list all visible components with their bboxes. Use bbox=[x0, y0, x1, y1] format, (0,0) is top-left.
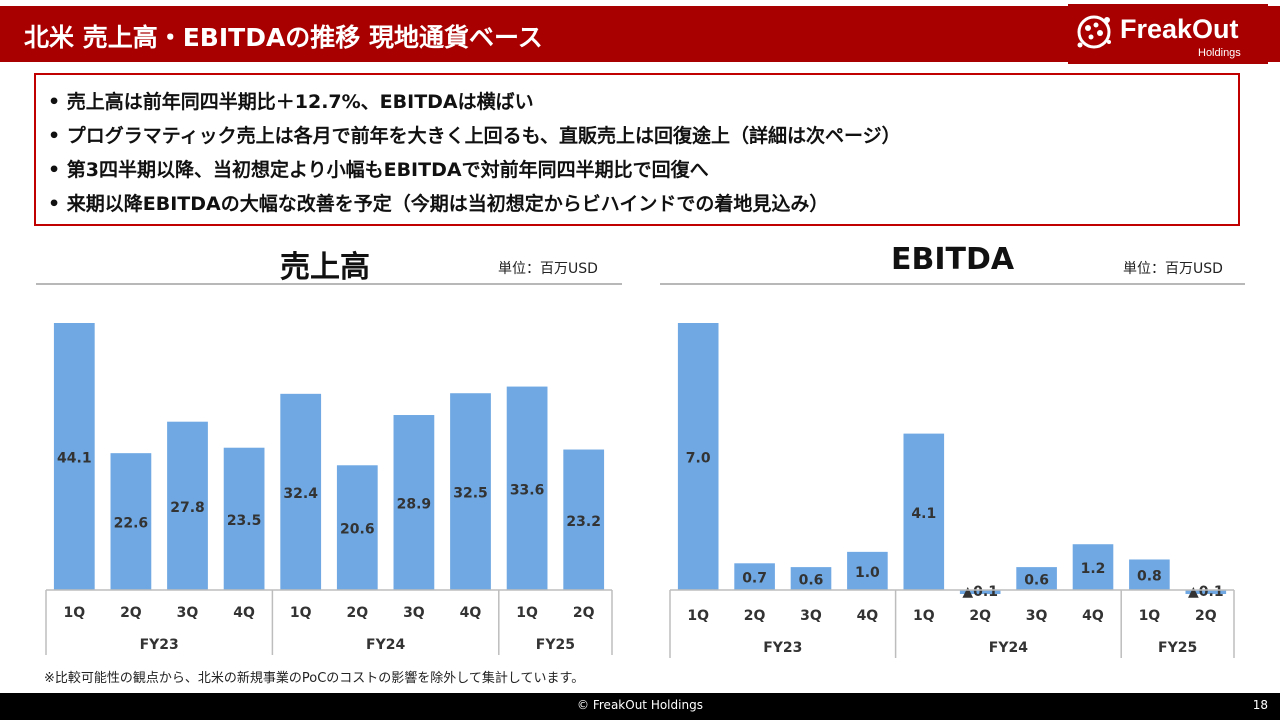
header-bar: 北米 売上高・EBITDAの推移 現地通貨ベース FreakOut Holdin… bbox=[0, 0, 1280, 66]
summary-bullet: • 第3四半期以降、当初想定より小幅もEBITDAで対前年同四半期比で回復へ bbox=[48, 159, 709, 181]
bar bbox=[336, 465, 378, 590]
sales-bar-chart: 44.1 1Q 22.6 2Q 27.8 3Q 23.5 4Q 32.4 1Q 20.6 2Q 28.9… bbox=[45, 323, 613, 655]
bar bbox=[110, 453, 152, 590]
group-label: FY24 bbox=[366, 637, 405, 653]
bar bbox=[53, 323, 95, 590]
bar bbox=[734, 563, 775, 590]
x-tick-label: 4Q bbox=[857, 608, 879, 624]
page-title: 北米 売上高・EBITDAの推移 現地通貨ベース bbox=[24, 23, 543, 52]
x-tick-label: 1Q bbox=[1139, 608, 1161, 624]
data-label: 1.0 bbox=[855, 565, 880, 581]
x-tick-label: 2Q bbox=[1195, 608, 1217, 624]
data-label: 4.1 bbox=[911, 506, 936, 522]
copyright-text: © FreakOut Holdings bbox=[577, 698, 703, 712]
ebitda-title-rule bbox=[660, 283, 1245, 285]
data-label: 23.2 bbox=[566, 514, 601, 530]
data-label: 0.8 bbox=[1137, 569, 1162, 585]
x-tick-label: 2Q bbox=[744, 608, 766, 624]
bar bbox=[1129, 559, 1170, 590]
sales-chart-title: 売上高 bbox=[280, 250, 370, 285]
x-tick-label: 4Q bbox=[233, 605, 255, 621]
bar bbox=[450, 393, 491, 590]
x-tick-label: 1Q bbox=[290, 605, 312, 621]
group-label: FY23 bbox=[763, 640, 802, 656]
data-label: 0.7 bbox=[742, 571, 767, 587]
data-label: 32.4 bbox=[283, 486, 318, 502]
x-tick-label: 2Q bbox=[346, 605, 368, 621]
logo-subtitle: Holdings bbox=[1198, 47, 1241, 59]
group-label: FY24 bbox=[989, 640, 1028, 656]
data-label: 28.9 bbox=[397, 497, 432, 513]
data-label: ▲0.1 bbox=[962, 584, 998, 600]
logo-mark-icon bbox=[1077, 15, 1111, 49]
data-label: 23.5 bbox=[227, 513, 262, 529]
bar bbox=[677, 323, 719, 590]
bar bbox=[790, 567, 832, 590]
data-label: 0.6 bbox=[1024, 573, 1049, 589]
bar bbox=[223, 447, 265, 590]
data-label: 1.2 bbox=[1081, 561, 1106, 577]
x-tick-label: 2Q bbox=[573, 605, 595, 621]
data-label: 7.0 bbox=[686, 451, 711, 467]
footnote: ※比較可能性の観点から、北米の新規事業のPoCのコストの影響を除外して集計してい… bbox=[44, 671, 585, 686]
bar bbox=[167, 421, 208, 590]
summary-bullet: • 来期以降EBITDAの大幅な改善を予定（今期は当初想定からビハインドでの着地… bbox=[48, 193, 829, 215]
x-tick-label: 1Q bbox=[516, 605, 538, 621]
summary-bullet: • 売上高は前年同四半期比＋12.7%、EBITDAは横ばい bbox=[48, 91, 534, 113]
x-tick-label: 2Q bbox=[969, 608, 991, 624]
group-label: FY25 bbox=[536, 637, 575, 653]
data-label: 44.1 bbox=[57, 451, 92, 467]
footer-bar: © FreakOut Holdings 18 bbox=[0, 693, 1280, 720]
x-tick-label: 3Q bbox=[403, 605, 425, 621]
data-label: ▲0.1 bbox=[1188, 584, 1224, 600]
data-label: 33.6 bbox=[510, 482, 545, 498]
data-label: 32.5 bbox=[453, 486, 488, 502]
page-number: 18 bbox=[1252, 698, 1268, 712]
group-label: FY25 bbox=[1158, 640, 1197, 656]
data-label: 22.6 bbox=[114, 516, 149, 532]
bar bbox=[506, 386, 548, 590]
bar bbox=[903, 433, 945, 590]
x-tick-label: 1Q bbox=[63, 605, 85, 621]
bar bbox=[1016, 567, 1057, 590]
sales-title-rule bbox=[36, 283, 622, 285]
summary-box: • 売上高は前年同四半期比＋12.7%、EBITDAは横ばい • プログラマティ… bbox=[34, 73, 1240, 226]
data-label: 0.6 bbox=[799, 573, 824, 589]
bar bbox=[280, 393, 322, 590]
x-tick-label: 2Q bbox=[120, 605, 142, 621]
company-logo: FreakOut Holdings bbox=[1068, 4, 1268, 64]
data-label: 20.6 bbox=[340, 522, 375, 538]
header-band bbox=[0, 6, 1280, 62]
bar bbox=[563, 449, 605, 590]
group-label: FY23 bbox=[140, 637, 179, 653]
bar bbox=[393, 415, 435, 590]
data-label: 27.8 bbox=[170, 500, 205, 516]
x-tick-label: 3Q bbox=[1026, 608, 1048, 624]
ebitda-bar-chart: 7.0 1Q 0.7 2Q 0.6 3Q 1.0 4Q 4.1 1Q ▲0.1 2Q 0.6 3Q 1.2 4… bbox=[669, 323, 1235, 658]
x-tick-label: 3Q bbox=[800, 608, 822, 624]
x-tick-label: 4Q bbox=[1082, 608, 1104, 624]
ebitda-unit-label: 単位：百万USD bbox=[1123, 261, 1223, 277]
x-tick-label: 1Q bbox=[687, 608, 709, 624]
bar bbox=[847, 551, 888, 590]
ebitda-chart-title: EBITDA bbox=[891, 242, 1015, 277]
bar bbox=[1185, 590, 1227, 594]
x-tick-label: 1Q bbox=[913, 608, 935, 624]
sales-unit-label: 単位：百万USD bbox=[498, 261, 598, 277]
x-tick-label: 4Q bbox=[460, 605, 482, 621]
x-tick-label: 3Q bbox=[177, 605, 199, 621]
bar bbox=[1072, 544, 1114, 590]
logo-wordmark: FreakOut bbox=[1120, 14, 1239, 44]
bar bbox=[959, 590, 1001, 594]
summary-bullet: • プログラマティック売上は各月で前年を大きく上回るも、直販売上は回復途上（詳細… bbox=[48, 125, 901, 147]
